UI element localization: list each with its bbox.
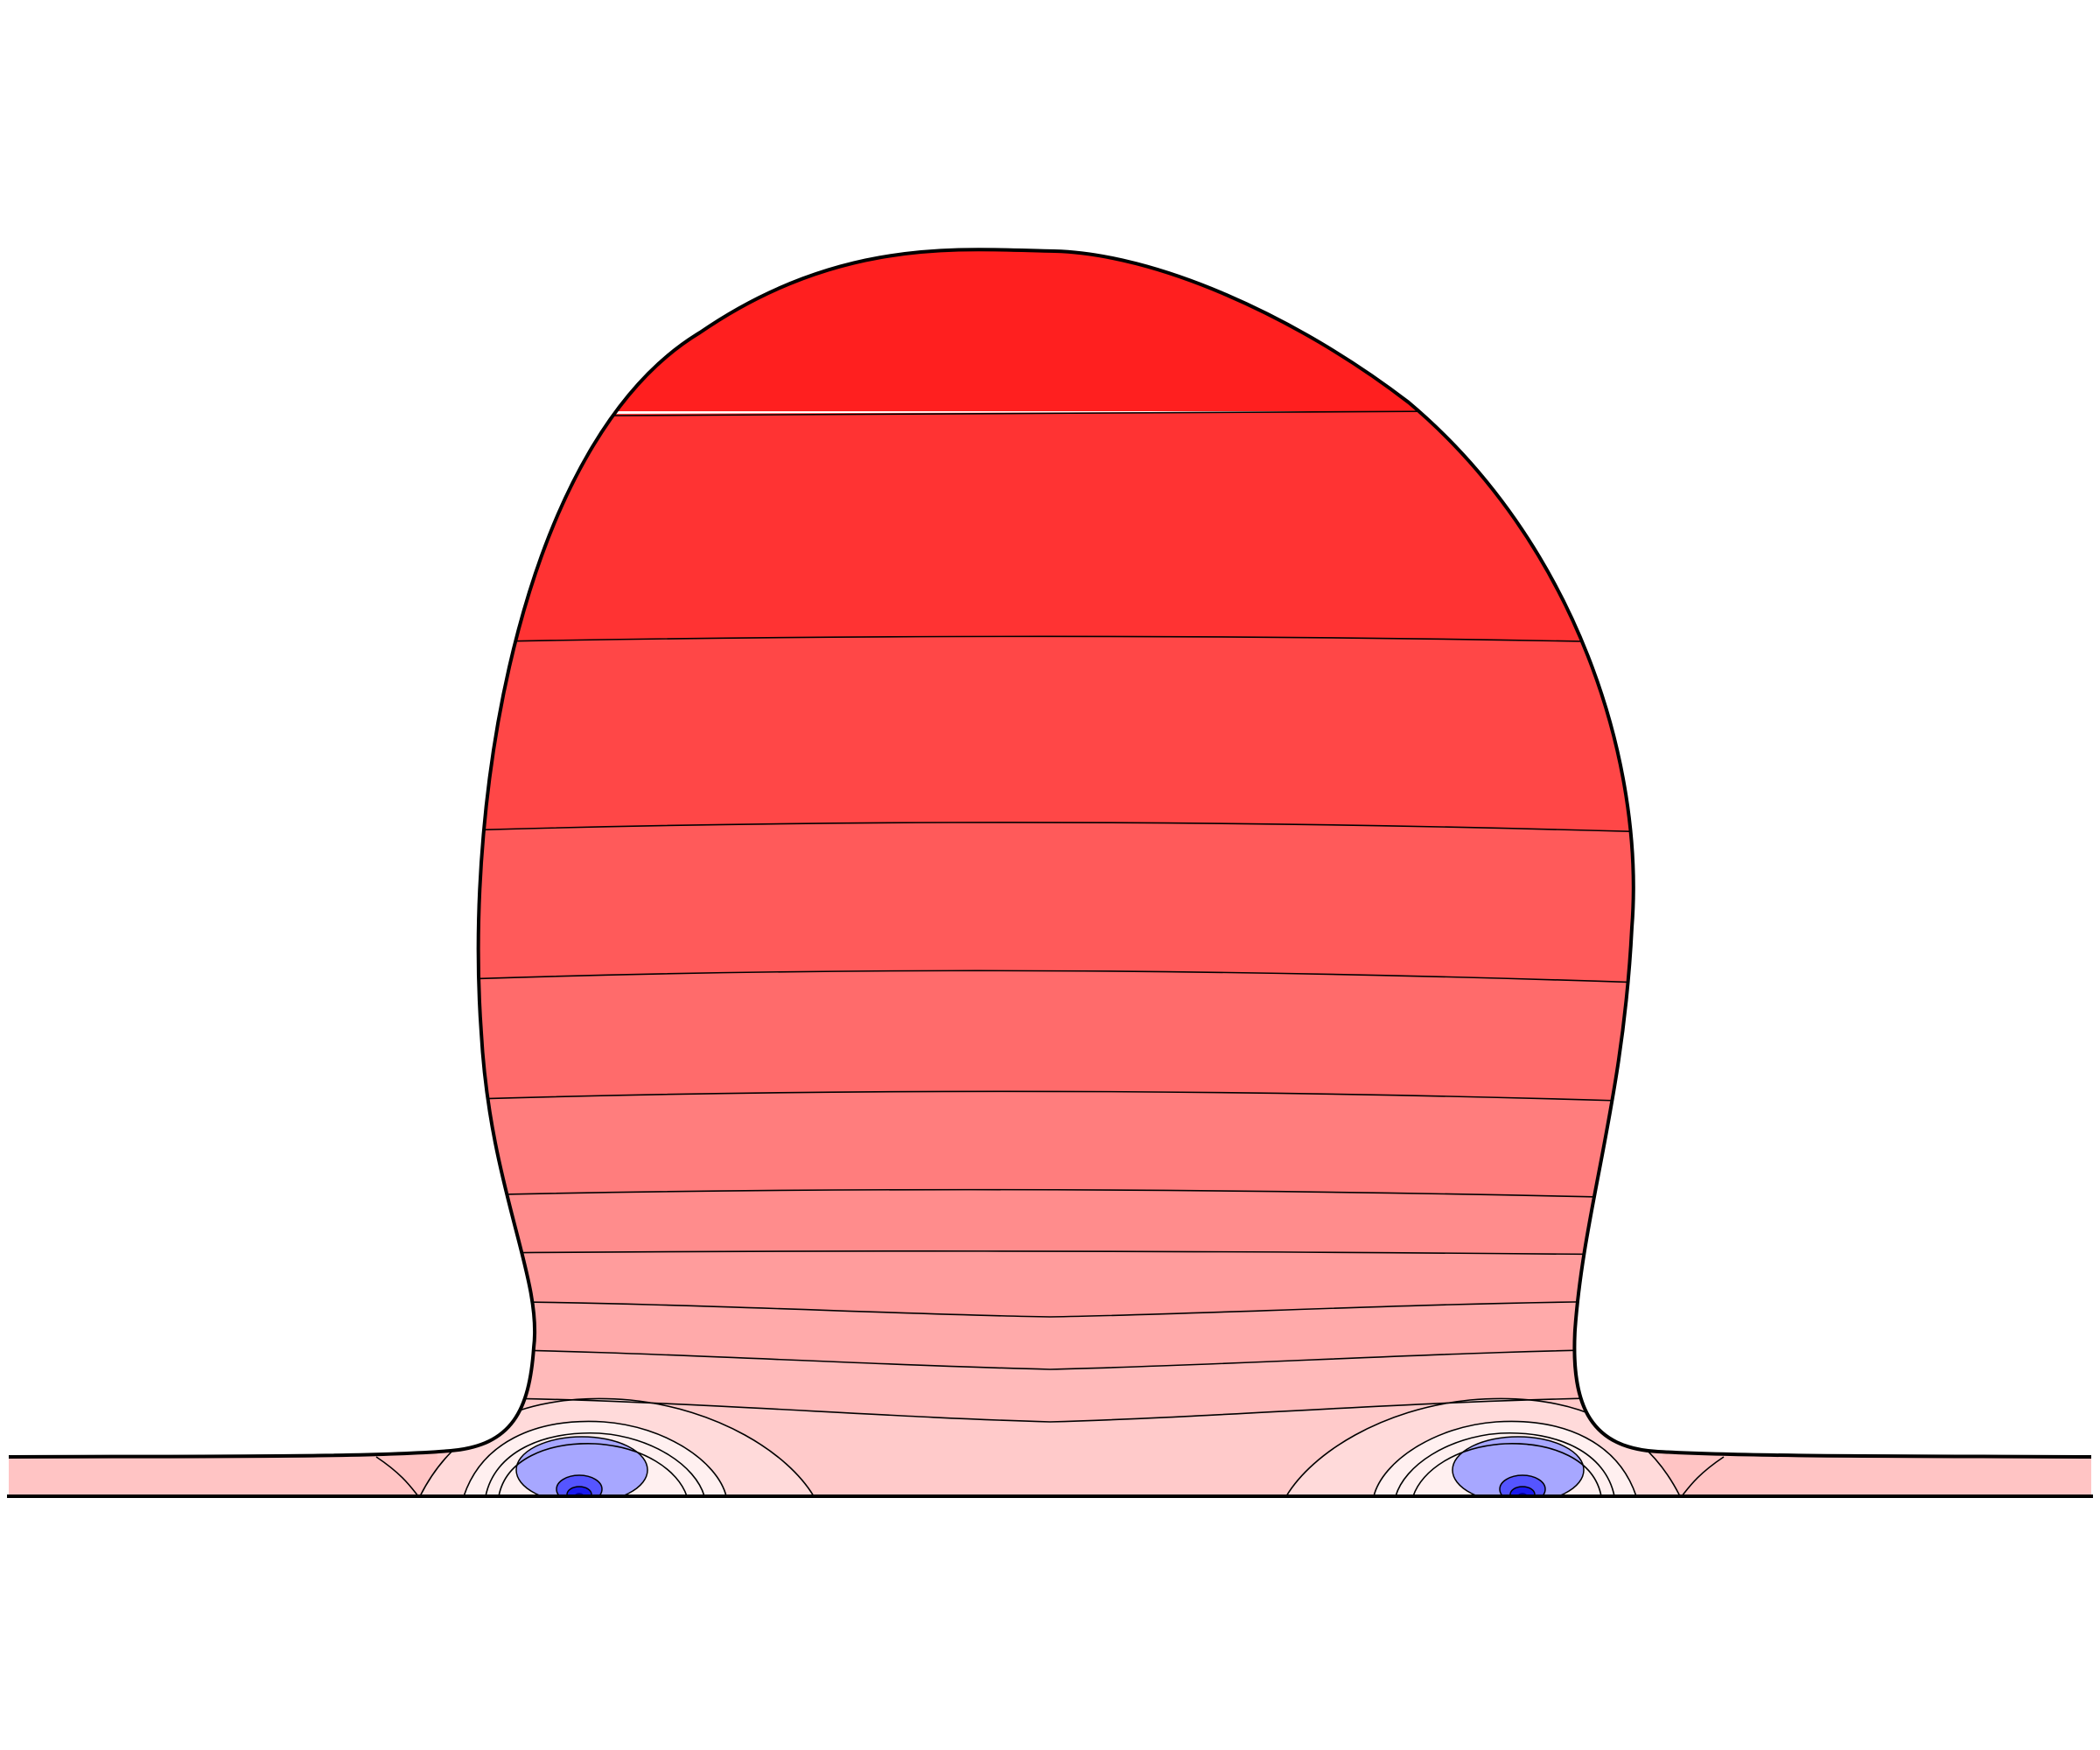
droplet-contour-figure <box>0 0 2100 1750</box>
figure-canvas <box>0 0 2100 1750</box>
